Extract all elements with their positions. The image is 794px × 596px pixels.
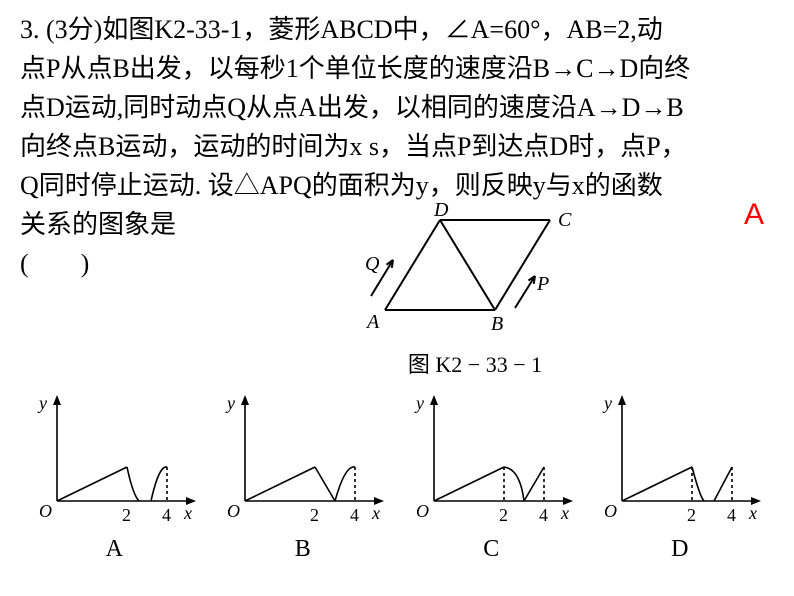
svg-text:y: y	[602, 393, 612, 413]
option-A-label: A	[27, 536, 202, 563]
svg-text:O: O	[604, 501, 617, 521]
svg-text:2: 2	[310, 505, 319, 525]
svg-text:O: O	[227, 501, 240, 521]
svg-text:y: y	[225, 393, 235, 413]
svg-text:4: 4	[162, 505, 171, 525]
graph-B: y x O 2 4	[215, 389, 390, 529]
rhombus-diagram: A B C D Q P 图 K2 − 33 − 1	[176, 200, 774, 381]
option-B-label: B	[215, 536, 390, 563]
svg-text:P: P	[536, 273, 549, 295]
svg-text:A: A	[365, 311, 380, 333]
problem-line4: 向终点B运动，运动的时间为x s，当点P到达点D时，点P，	[20, 127, 774, 166]
svg-text:x: x	[748, 503, 757, 523]
svg-text:2: 2	[687, 505, 696, 525]
option-B: y x O 2 4 B	[215, 389, 390, 563]
svg-text:B: B	[491, 313, 503, 335]
svg-text:x: x	[371, 503, 380, 523]
option-C: y x O 2 4 C	[404, 389, 579, 563]
svg-text:y: y	[37, 393, 47, 413]
option-C-label: C	[404, 536, 579, 563]
option-D: y x O 2 4 D	[592, 389, 767, 563]
option-D-label: D	[592, 536, 767, 563]
svg-text:C: C	[558, 209, 572, 231]
graph-C: y x O 2 4	[404, 389, 579, 529]
graph-A: y x O 2 4	[27, 389, 202, 529]
svg-text:4: 4	[539, 505, 548, 525]
rhombus-svg: A B C D Q P	[345, 200, 605, 335]
diagram-caption: 图 K2 − 33 − 1	[176, 348, 774, 381]
svg-text:O: O	[416, 501, 429, 521]
problem-line3: 点D运动,同时动点Q从点A出发，以相同的速度沿A→D→B	[20, 88, 774, 127]
svg-text:D: D	[433, 200, 449, 221]
problem-line2: 点P从点B出发，以每秒1个单位长度的速度沿B→C→D向终	[20, 49, 774, 88]
options-row: y x O 2 4 A y x O 2 4 B y x O 2 4 C y x O 2 4 D	[20, 389, 774, 563]
svg-text:x: x	[560, 503, 569, 523]
svg-text:y: y	[414, 393, 424, 413]
option-A: y x O 2 4 A	[27, 389, 202, 563]
answer-paren: ( )	[20, 244, 89, 283]
svg-text:4: 4	[727, 505, 736, 525]
graph-D: y x O 2 4	[592, 389, 767, 529]
problem-text: 3. (3分)如图K2-33-1，菱形ABCD中，∠A=60°，AB=2,动 点…	[20, 10, 774, 381]
svg-text:2: 2	[499, 505, 508, 525]
answer-letter: A	[744, 198, 764, 232]
svg-text:x: x	[183, 503, 192, 523]
svg-text:O: O	[39, 501, 52, 521]
problem-line6: 关系的图象是	[20, 205, 176, 244]
problem-line1: 3. (3分)如图K2-33-1，菱形ABCD中，∠A=60°，AB=2,动	[20, 10, 774, 49]
svg-text:2: 2	[122, 505, 131, 525]
svg-text:Q: Q	[365, 253, 380, 275]
svg-text:4: 4	[350, 505, 359, 525]
